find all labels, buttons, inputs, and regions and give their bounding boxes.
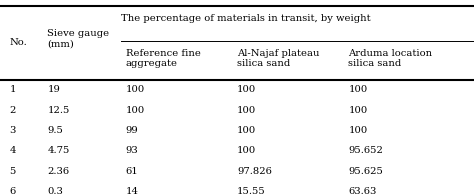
Text: 5: 5 [9, 167, 16, 176]
Text: No.: No. [9, 38, 27, 47]
Text: Arduma location
silica sand: Arduma location silica sand [348, 48, 432, 68]
Text: 14: 14 [126, 187, 138, 194]
Text: 63.63: 63.63 [348, 187, 377, 194]
Text: 61: 61 [126, 167, 138, 176]
Text: 4.75: 4.75 [47, 146, 70, 155]
Text: 4: 4 [9, 146, 16, 155]
Text: 9.5: 9.5 [47, 126, 63, 135]
Text: 15.55: 15.55 [237, 187, 266, 194]
Text: The percentage of materials in transit, by weight: The percentage of materials in transit, … [121, 14, 371, 23]
Text: Al-Najaf plateau
silica sand: Al-Najaf plateau silica sand [237, 48, 319, 68]
Text: 95.625: 95.625 [348, 167, 383, 176]
Text: 93: 93 [126, 146, 138, 155]
Text: 19: 19 [47, 85, 60, 94]
Text: Sieve gauge
(mm): Sieve gauge (mm) [47, 29, 109, 48]
Text: 100: 100 [237, 85, 256, 94]
Text: 12.5: 12.5 [47, 106, 70, 115]
Text: 100: 100 [348, 106, 368, 115]
Text: 2.36: 2.36 [47, 167, 70, 176]
Text: 100: 100 [237, 146, 256, 155]
Text: 100: 100 [348, 126, 368, 135]
Text: Reference fine
aggregate: Reference fine aggregate [126, 48, 201, 68]
Text: 100: 100 [237, 126, 256, 135]
Text: 0.3: 0.3 [47, 187, 63, 194]
Text: 95.652: 95.652 [348, 146, 383, 155]
Text: 6: 6 [9, 187, 16, 194]
Text: 97.826: 97.826 [237, 167, 272, 176]
Text: 100: 100 [348, 85, 368, 94]
Text: 100: 100 [126, 106, 145, 115]
Text: 99: 99 [126, 126, 138, 135]
Text: 3: 3 [9, 126, 16, 135]
Text: 100: 100 [126, 85, 145, 94]
Text: 1: 1 [9, 85, 16, 94]
Text: 2: 2 [9, 106, 16, 115]
Text: 100: 100 [237, 106, 256, 115]
